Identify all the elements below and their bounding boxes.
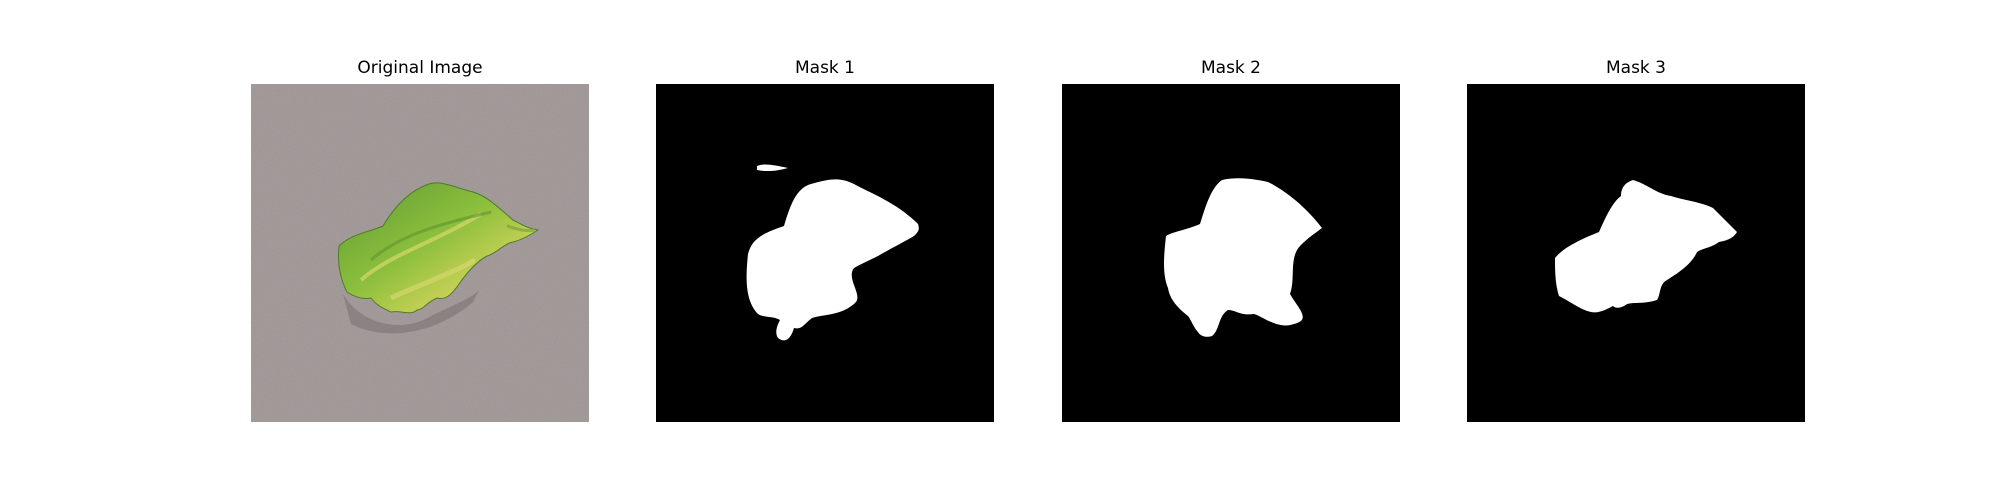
leaf-shadow xyxy=(343,290,479,334)
mask-3-panel: Mask 3 xyxy=(1467,56,1805,422)
mask-2-image xyxy=(1062,84,1400,422)
mask-1-small-blob xyxy=(757,164,788,172)
mask-3-title: Mask 3 xyxy=(1605,58,1666,78)
leaf xyxy=(338,182,540,314)
mask-2-title: Mask 2 xyxy=(1200,58,1261,78)
original-image-title: Original Image xyxy=(357,58,483,78)
mask-1-image xyxy=(656,84,994,422)
mask-1-main-region xyxy=(746,179,919,341)
mask-1-panel: Mask 1 xyxy=(656,56,994,422)
mask-1-title: Mask 1 xyxy=(794,58,855,78)
mask-3-image xyxy=(1467,84,1805,422)
original-photo xyxy=(251,84,589,422)
original-image-panel: Original Image xyxy=(251,56,589,422)
mask-2-panel: Mask 2 xyxy=(1062,56,1400,422)
mask-3-main-region xyxy=(1555,180,1737,313)
mask-2-main-region xyxy=(1164,178,1322,337)
